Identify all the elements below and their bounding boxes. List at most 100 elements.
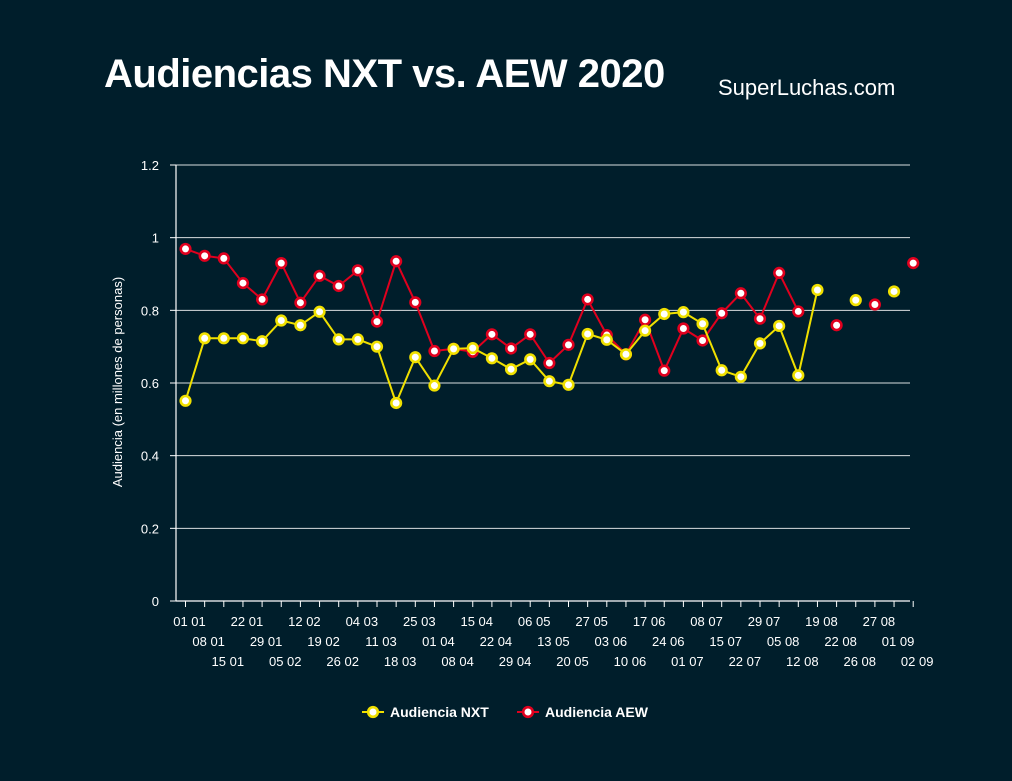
data-point [370,315,384,328]
data-point [294,296,307,309]
x-tick-label: 19 02 [307,634,340,649]
y-tick-label: 0.2 [141,521,159,536]
brand-label: SuperLuchas.com [718,75,896,100]
data-point [313,269,326,282]
data-point [543,375,556,388]
grid [176,164,910,529]
x-tick-label: 18 03 [384,654,417,669]
x-tick-label: 03 06 [595,634,628,649]
data-point [275,257,288,270]
data-point [256,293,269,306]
x-tick-label: 08 01 [192,634,225,649]
data-point [907,257,920,270]
x-tick-label: 01 01 [173,614,206,629]
data-point [792,369,805,382]
data-point [294,319,307,332]
data-point [275,314,288,327]
data-point [562,378,575,391]
data-point [734,370,747,383]
x-tick-label: 29 07 [748,614,781,629]
data-point [619,348,633,361]
axes [170,164,914,607]
data-point [198,249,211,262]
x-tick-label: 19 08 [805,614,838,629]
x-tick-labels: 01 01 08 01 15 01 22 01 29 01 05 02 12 02 19 02… [173,614,933,669]
x-tick-label: 26 08 [843,654,876,669]
y-tick-label: 0.8 [141,303,159,318]
x-tick-label: 13 05 [537,634,570,649]
data-point [179,394,192,407]
chart-title: Audiencias NXT vs. AEW 2020 [104,52,665,96]
x-tick-label: 12 08 [786,654,819,669]
data-point [236,276,250,290]
series-nxt [179,283,901,410]
data-point [390,255,403,268]
x-tick-label: 01 07 [671,654,704,669]
data-point [600,333,613,346]
data-point [887,285,901,298]
data-point [428,344,441,358]
y-tick-labels: 0 0.2 0.4 0.6 0.8 1 1.2 [141,158,159,609]
data-point [773,266,786,280]
y-tick-label: 1.2 [141,158,159,173]
legend-item-nxt: Audiencia NXT [362,704,489,720]
legend-marker [366,705,380,719]
data-point [677,322,690,335]
data-point [504,342,518,355]
x-tick-label: 15 07 [709,634,742,649]
data-point [217,332,230,345]
data-point [638,324,652,337]
series-line [184,289,819,406]
legend-label: Audiencia AEW [545,704,649,720]
data-point [217,252,230,265]
data-point [447,342,460,355]
series-aew [179,242,920,377]
x-tick-label: 24 06 [652,634,685,649]
y-tick-label: 1 [152,231,159,246]
data-point [638,313,652,326]
plot-area [179,242,920,410]
data-point [179,242,192,256]
x-tick-label: 08 04 [441,654,474,669]
legend: Audiencia NXT Audiencia AEW [362,704,649,720]
x-tick-label: 11 03 [365,634,397,649]
x-tick-label: 05 08 [767,634,800,649]
x-tick-label: 27 05 [575,614,608,629]
data-point [581,293,594,306]
data-point [504,363,518,376]
data-point [332,333,345,346]
data-point [485,352,499,365]
data-point [811,283,824,297]
data-point [734,287,747,300]
data-point [428,379,441,392]
x-tick-label: 04 03 [346,614,379,629]
x-tick-label: 29 01 [250,634,283,649]
data-point [696,317,709,330]
y-axis-label: Audiencia (en millones de personas) [110,277,125,487]
x-tick-label: 20 05 [556,654,589,669]
x-tick-label: 15 01 [212,654,245,669]
y-tick-label: 0.4 [141,449,159,464]
legend-item-aew: Audiencia AEW [517,704,649,720]
x-tick-label: 10 06 [614,654,647,669]
data-point [658,307,671,321]
x-tick-label: 01 04 [422,634,455,649]
x-tick-label: 17 06 [633,614,666,629]
y-tick-label: 0 [152,594,159,609]
data-point [658,364,671,377]
x-tick-label: 25 03 [403,614,436,629]
x-tick-label: 05 02 [269,654,302,669]
data-point [351,333,364,346]
data-point [715,364,728,377]
data-point [696,334,709,347]
data-point [485,328,499,341]
data-point [792,305,805,318]
x-tick-label: 22 08 [824,634,857,649]
x-tick-label: 22 07 [729,654,762,669]
data-point [543,356,556,370]
data-point [409,296,422,309]
legend-label: Audiencia NXT [390,704,489,720]
data-point [849,294,862,307]
data-point [562,338,575,351]
